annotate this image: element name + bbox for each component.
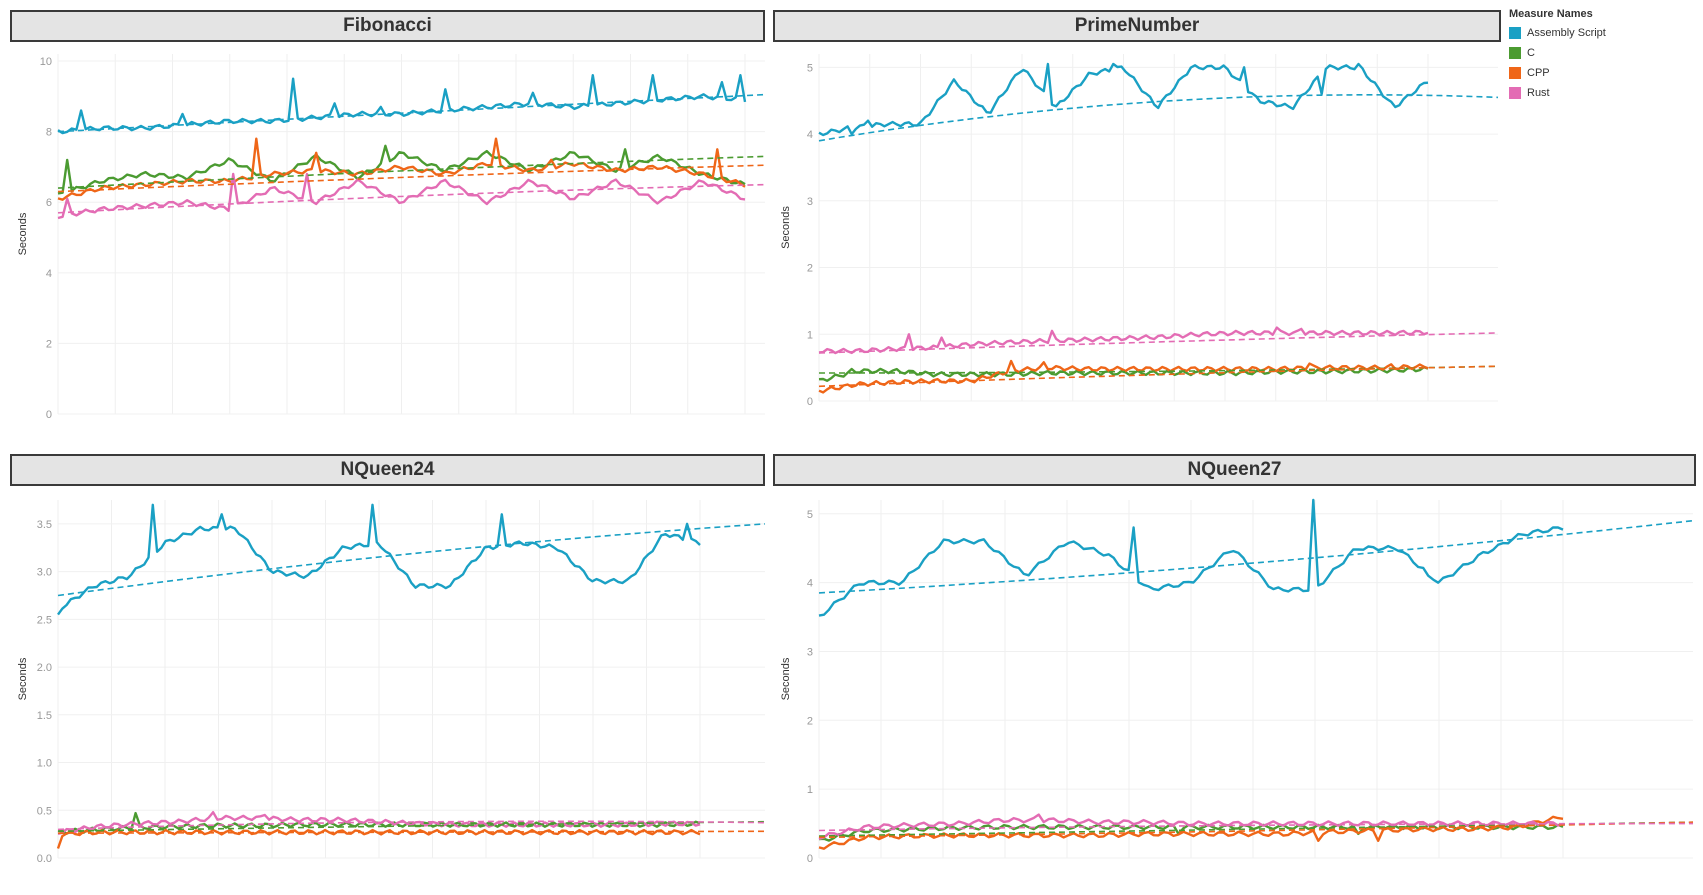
legend-item[interactable]: CPP — [1509, 63, 1699, 83]
chart-plot: 0 2 4 6 8 10 Seconds — [17, 54, 766, 421]
trend-line — [818, 519, 1694, 594]
y-tick-label: 1.5 — [37, 710, 52, 722]
y-tick-label: 2 — [807, 715, 813, 727]
y-tick-label: 0.0 — [37, 853, 52, 865]
trend-line — [57, 164, 766, 193]
panel-primenumber: PrimeNumber 0 1 2 3 4 5 Seconds — [773, 10, 1501, 445]
trend-line — [818, 821, 1694, 839]
y-tick-label: 1 — [807, 329, 813, 341]
chart-plot: 0 1 2 3 4 5 Seconds — [780, 54, 1499, 408]
y-tick-label: 4 — [46, 268, 52, 280]
legend-label: Assembly Script — [1527, 27, 1606, 39]
y-tick-label: 3 — [807, 196, 813, 208]
y-tick-label: 4 — [807, 129, 813, 141]
trend-line — [57, 93, 766, 133]
legend-item[interactable]: C — [1509, 43, 1699, 63]
y-axis-label: Seconds — [780, 657, 792, 700]
y-tick-label: 0 — [807, 853, 813, 865]
trend-line — [818, 94, 1499, 142]
legend-title: Measure Names — [1509, 8, 1593, 20]
series-line[interactable] — [57, 811, 701, 835]
series-line[interactable] — [57, 74, 747, 135]
legend-label: C — [1527, 47, 1535, 59]
legend-label: Rust — [1527, 87, 1550, 99]
legend-swatch — [1509, 87, 1521, 99]
trend-line — [57, 820, 766, 831]
panel-title: Fibonacci — [10, 10, 765, 42]
series-line[interactable] — [818, 498, 1564, 617]
y-tick-label: 8 — [46, 127, 52, 139]
y-tick-label: 2.5 — [37, 614, 52, 626]
legend: Measure Names Assembly Script C CPP Rust — [1509, 8, 1699, 103]
panel-nqueen24: NQueen24 0.0 0.5 1.0 1.5 2.0 2.5 3.0 3.5 Seconds — [10, 454, 766, 894]
y-tick-label: 3.5 — [37, 519, 52, 531]
series-line[interactable] — [57, 172, 746, 220]
y-tick-label: 6 — [46, 197, 52, 209]
panel-nqueen27: NQueen27 0 1 2 3 4 5 Seconds — [773, 454, 1696, 894]
legend-label: CPP — [1527, 67, 1550, 79]
chart-plot: 0.0 0.5 1.0 1.5 2.0 2.5 3.0 3.5 Seconds — [17, 500, 766, 865]
trend-line — [57, 830, 765, 834]
chart-plot: 0 1 2 3 4 5 Seconds — [780, 498, 1694, 865]
y-tick-label: 3 — [807, 646, 813, 658]
y-axis-label: Seconds — [780, 206, 792, 249]
y-tick-label: 0.5 — [37, 805, 52, 817]
panel-title: NQueen27 — [773, 454, 1696, 486]
y-tick-label: 10 — [40, 56, 52, 68]
y-tick-label: 0 — [46, 409, 52, 421]
panel-title: NQueen24 — [10, 454, 765, 486]
y-tick-label: 0 — [807, 396, 813, 408]
y-axis-label: Seconds — [17, 212, 29, 255]
trend-line — [818, 822, 1693, 832]
trend-line — [57, 820, 766, 833]
y-tick-label: 2 — [46, 338, 52, 350]
series-line[interactable] — [818, 62, 1429, 137]
trend-line — [57, 155, 766, 189]
series-line[interactable] — [57, 503, 701, 616]
y-tick-label: 5 — [807, 62, 813, 74]
legend-item[interactable]: Assembly Script — [1509, 23, 1699, 43]
y-tick-label: 1.0 — [37, 758, 52, 770]
y-tick-label: 2 — [807, 263, 813, 275]
series-line[interactable] — [818, 813, 1564, 841]
y-tick-label: 5 — [807, 509, 813, 521]
trend-line — [818, 821, 1694, 837]
legend-swatch — [1509, 27, 1521, 39]
legend-item[interactable]: Rust — [1509, 83, 1699, 103]
series-line[interactable] — [818, 359, 1429, 394]
trend-line — [818, 332, 1499, 354]
series-line[interactable] — [818, 326, 1429, 355]
trend-line — [818, 365, 1499, 388]
legend-swatch — [1509, 47, 1521, 59]
panel-title: PrimeNumber — [773, 10, 1501, 42]
trend-line — [57, 183, 766, 214]
y-tick-label: 2.0 — [37, 662, 52, 674]
legend-swatch — [1509, 67, 1521, 79]
trend-line — [57, 523, 766, 597]
trend-line — [819, 365, 1499, 374]
y-tick-label: 3.0 — [37, 567, 52, 579]
y-tick-label: 1 — [807, 784, 813, 796]
panel-fibonacci: Fibonacci 0 2 4 6 8 10 Seconds — [10, 10, 766, 445]
y-tick-label: 4 — [807, 578, 813, 590]
y-axis-label: Seconds — [17, 657, 29, 700]
